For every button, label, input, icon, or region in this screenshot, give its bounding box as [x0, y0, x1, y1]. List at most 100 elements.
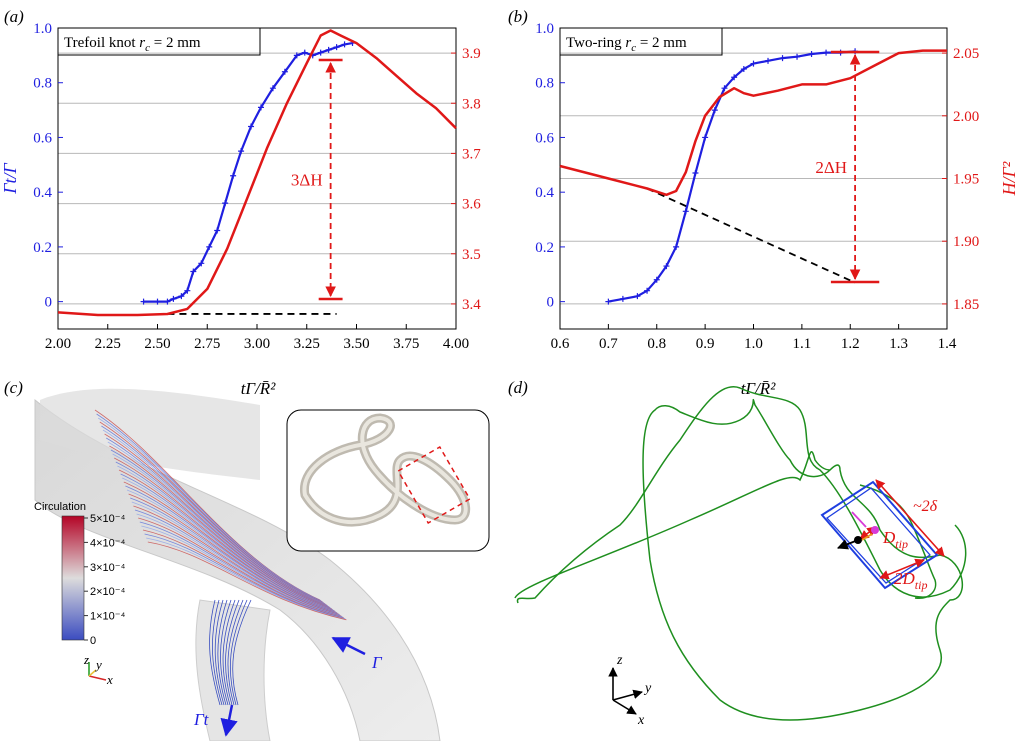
data-point [765, 57, 772, 64]
2dtip-arrow [879, 558, 925, 580]
delta-label: 3ΔH [291, 171, 323, 190]
triad-d-z: z [616, 653, 623, 668]
gamma-t-label: Γt [193, 710, 210, 729]
streamline [130, 497, 338, 614]
green-curve-outer [514, 398, 964, 721]
panel-label-d: (d) [508, 378, 528, 397]
streamline [146, 537, 346, 620]
streamline [227, 599, 244, 706]
x-tick-label: 0.8 [647, 336, 666, 352]
data-point [317, 49, 324, 56]
data-point [178, 293, 185, 300]
colorbar-tick-label: 2×10⁻⁴ [90, 586, 126, 598]
data-point [823, 49, 830, 56]
data-point [281, 68, 288, 75]
data-point [190, 268, 197, 275]
y-right-tick-label: 3.4 [462, 297, 481, 313]
data-point [692, 170, 699, 177]
orange-vector [861, 533, 873, 541]
panel-c-render: Circulation 5×10⁻⁴ 4×10⁻⁴ 3×10⁻⁴ 2×10⁻⁴ 1×10… [34, 388, 490, 741]
knot-highlight [302, 415, 468, 525]
data-point [214, 227, 221, 234]
x-tick-label: 3.25 [294, 336, 320, 352]
y-left-tick-label: 0.2 [535, 240, 554, 256]
data-point [711, 107, 718, 114]
streamline [120, 473, 333, 610]
chart-b: 0.6 0.7 0.8 0.9 1.0 1.1 1.2 1.3 1.4 0 0.2 0.4 0.6 0.8… [535, 21, 1019, 352]
colorbar [61, 515, 85, 641]
x-tick-label: 2.25 [95, 336, 121, 352]
x-tick-label: 0.9 [696, 336, 715, 352]
green-curve-loop [516, 385, 967, 604]
colorbar-tick-label: 4×10⁻⁴ [90, 537, 126, 549]
baseline-dashed [646, 187, 856, 284]
x-tick-label: 1.3 [889, 336, 908, 352]
y-right-tick-label: 1.90 [953, 234, 979, 250]
data-point [222, 200, 229, 207]
data-point [333, 44, 340, 51]
data-point [682, 208, 689, 215]
data-point [702, 134, 709, 141]
triad-d-x: x [637, 713, 645, 728]
data-point [663, 263, 670, 270]
data-point [673, 243, 680, 250]
red-series-line [57, 29, 457, 317]
y-axis-label-left: Γt/Γ [0, 163, 20, 195]
data-point [794, 53, 801, 60]
red-series-line [559, 49, 947, 197]
data-point [154, 298, 161, 305]
data-point [184, 287, 191, 294]
y-left-tick-label: 0.4 [535, 185, 554, 201]
streamline [217, 599, 228, 706]
colorbar-tick-label: 5×10⁻⁴ [90, 513, 126, 525]
streamline [112, 453, 329, 607]
data-point [740, 66, 747, 73]
y-left-tick-label: 0.4 [33, 185, 52, 201]
title-box [57, 27, 261, 56]
2delta-arrow [875, 479, 945, 557]
chart-title: Two-ring rc = 2 mm [566, 35, 687, 54]
chart-a: 2.00 2.25 2.50 2.75 3.00 3.25 3.50 3.75 4.00 0 0.2… [0, 21, 481, 352]
delta-label: 2ΔH [815, 158, 847, 177]
x-axis-label-a: tΓ/R̄² [241, 379, 277, 398]
dtip-label: Dtip [882, 528, 908, 551]
chart-title: Trefoil knot rc = 2 mm [64, 35, 201, 54]
streamline [214, 599, 225, 706]
x-tick-label: 1.0 [744, 336, 763, 352]
data-point [325, 46, 332, 53]
streamline [141, 525, 344, 618]
streamline [123, 481, 335, 612]
x-tick-label: 0.7 [599, 336, 618, 352]
triad-z: z [83, 652, 89, 667]
y-left-tick-label: 1.0 [33, 21, 52, 37]
colorbar-tick-label: 1×10⁻⁴ [90, 611, 126, 623]
streamline [142, 529, 345, 619]
data-point [198, 260, 205, 267]
magenta-vector [851, 511, 867, 528]
data-point [644, 287, 651, 294]
y-right-tick-label: 2.05 [953, 46, 979, 62]
axis-triad-d: z y x [608, 653, 652, 728]
x-tick-label: 0.6 [551, 336, 570, 352]
x-tick-label: 3.00 [244, 336, 270, 352]
streamline [114, 457, 330, 608]
streamline [115, 461, 331, 609]
y-right-tick-label: 3.6 [462, 197, 481, 213]
gamma-label: Γ [371, 653, 383, 672]
data-point [269, 85, 276, 92]
y-left-tick-label: 0.2 [33, 240, 52, 256]
panel-d-render: ~2δ Dtip 2Dtip z y x [514, 385, 967, 728]
data-point [164, 298, 171, 305]
streamline [118, 469, 333, 610]
y-left-tick-label: 0 [547, 295, 555, 311]
gamma-arrow [331, 636, 366, 656]
data-point [140, 298, 147, 305]
x-tick-label: 1.1 [793, 336, 812, 352]
streamline [122, 477, 334, 611]
y-right-tick-label: 1.85 [953, 297, 979, 313]
data-point [750, 60, 757, 67]
data-point [238, 148, 245, 155]
blue-series-line [608, 50, 856, 303]
y-left-tick-label: 0.6 [33, 130, 52, 146]
panel-label-a: (a) [4, 7, 24, 26]
